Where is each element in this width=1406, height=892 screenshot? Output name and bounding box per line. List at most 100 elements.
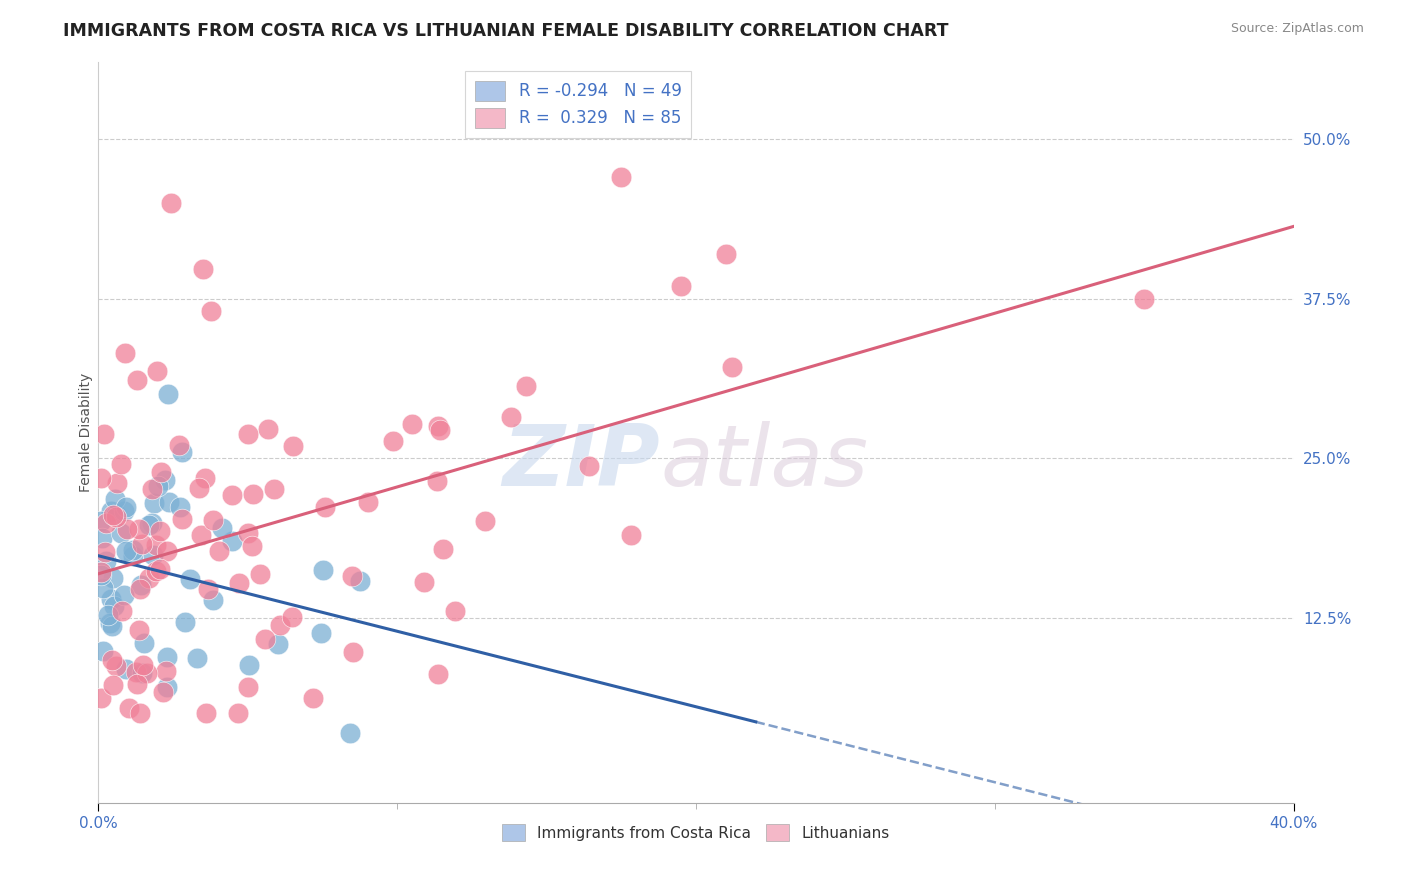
Point	[432, 542, 454, 557]
Point	[474, 514, 496, 528]
Point	[132, 636, 155, 650]
Point	[669, 278, 692, 293]
Point	[103, 571, 125, 585]
Point	[269, 617, 291, 632]
Point	[114, 500, 136, 515]
Point	[101, 508, 124, 522]
Point	[281, 439, 304, 453]
Point	[208, 543, 231, 558]
Point	[191, 262, 214, 277]
Text: atlas: atlas	[661, 421, 868, 504]
Point	[200, 303, 222, 318]
Point	[145, 564, 167, 578]
Point	[112, 504, 135, 518]
Point	[115, 544, 138, 558]
Point	[427, 418, 450, 433]
Point	[146, 479, 169, 493]
Point	[197, 582, 219, 597]
Point	[170, 511, 193, 525]
Point	[240, 539, 263, 553]
Point	[444, 604, 467, 618]
Point	[194, 706, 217, 720]
Point	[221, 488, 243, 502]
Point	[172, 444, 194, 458]
Point	[179, 572, 201, 586]
Point	[228, 576, 250, 591]
Point	[143, 496, 166, 510]
Point	[100, 653, 122, 667]
Point	[136, 665, 159, 680]
Point	[138, 518, 160, 533]
Point	[100, 504, 122, 518]
Point	[131, 666, 153, 681]
Point	[263, 482, 285, 496]
Point	[301, 691, 323, 706]
Point	[1133, 292, 1156, 306]
Point	[149, 562, 172, 576]
Point	[339, 726, 361, 740]
Point	[238, 426, 260, 441]
Y-axis label: Female Disability: Female Disability	[79, 373, 93, 492]
Point	[110, 525, 132, 540]
Text: ZIP: ZIP	[502, 421, 661, 504]
Point	[138, 571, 160, 585]
Point	[342, 568, 364, 582]
Point	[242, 487, 264, 501]
Point	[156, 649, 179, 664]
Point	[714, 247, 737, 261]
Point	[114, 662, 136, 676]
Point	[145, 364, 167, 378]
Point	[194, 471, 217, 485]
Point	[122, 549, 145, 563]
Point	[426, 474, 449, 488]
Point	[221, 533, 243, 548]
Point	[110, 457, 132, 471]
Point	[256, 422, 278, 436]
Point	[413, 575, 436, 590]
Point	[142, 549, 165, 563]
Point	[104, 658, 127, 673]
Point	[249, 567, 271, 582]
Point	[578, 459, 600, 474]
Point	[90, 471, 112, 485]
Point	[91, 644, 114, 658]
Point	[155, 664, 177, 678]
Point	[253, 632, 276, 646]
Point	[312, 563, 335, 577]
Point	[238, 525, 260, 540]
Point	[90, 690, 112, 705]
Point	[429, 423, 451, 437]
Point	[157, 495, 180, 509]
Point	[125, 665, 148, 679]
Point	[112, 588, 135, 602]
Point	[401, 417, 423, 432]
Point	[314, 500, 336, 515]
Point	[100, 592, 122, 607]
Point	[515, 379, 537, 393]
Point	[152, 685, 174, 699]
Point	[155, 473, 177, 487]
Point	[90, 514, 112, 528]
Point	[115, 522, 138, 536]
Point	[93, 545, 115, 559]
Point	[226, 706, 249, 721]
Point	[129, 577, 152, 591]
Text: IMMIGRANTS FROM COSTA RICA VS LITHUANIAN FEMALE DISABILITY CORRELATION CHART: IMMIGRANTS FROM COSTA RICA VS LITHUANIAN…	[63, 22, 949, 40]
Point	[357, 495, 380, 509]
Point	[149, 524, 172, 539]
Point	[118, 701, 141, 715]
Point	[187, 481, 209, 495]
Point	[97, 608, 120, 623]
Point	[101, 618, 124, 632]
Point	[202, 513, 225, 527]
Point	[128, 706, 150, 721]
Point	[309, 625, 332, 640]
Point	[211, 521, 233, 535]
Point	[186, 650, 208, 665]
Point	[90, 567, 112, 582]
Point	[128, 624, 150, 638]
Point	[94, 553, 117, 567]
Point	[141, 516, 163, 530]
Point	[125, 677, 148, 691]
Point	[190, 527, 212, 541]
